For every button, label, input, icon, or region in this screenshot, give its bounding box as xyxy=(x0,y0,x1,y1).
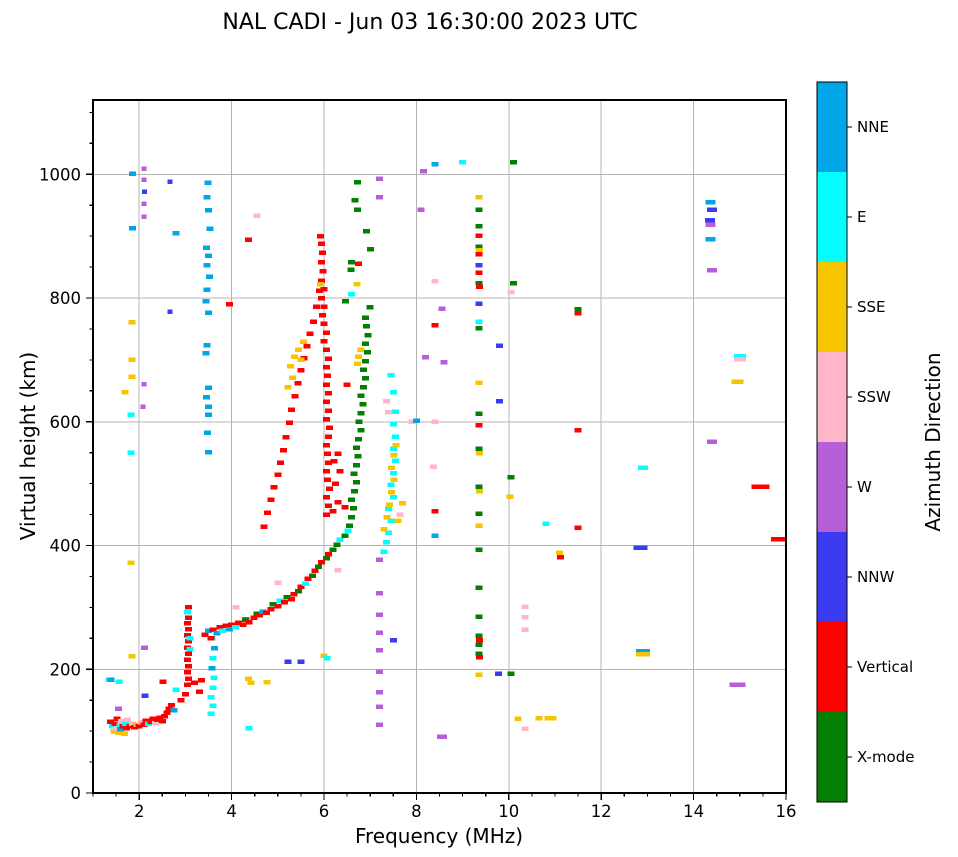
svg-text:2: 2 xyxy=(134,802,145,821)
svg-text:8: 8 xyxy=(411,802,422,821)
colorbar-tick-label: NNE xyxy=(857,118,889,136)
plot-border xyxy=(92,99,787,794)
axis-ticks xyxy=(86,111,787,800)
svg-text:10: 10 xyxy=(498,802,519,821)
svg-text:16: 16 xyxy=(776,802,797,821)
colorbar-tick-label: SSW xyxy=(857,388,891,406)
scatter-points xyxy=(105,160,788,739)
colorbar-tick-label: X-mode xyxy=(857,748,914,766)
svg-text:14: 14 xyxy=(683,802,704,821)
page-title: NAL CADI - Jun 03 16:30:00 2023 UTC xyxy=(222,10,638,35)
svg-text:600: 600 xyxy=(50,413,82,432)
colorbar-tick-label: SSE xyxy=(857,298,886,316)
svg-text:800: 800 xyxy=(50,289,82,308)
tick-labels: 2 4 6 8 10 12 14 16 0 200 400 600 800 1000 xyxy=(39,165,797,821)
gridlines xyxy=(93,100,787,793)
colorbar-tick-label: Vertical xyxy=(857,658,913,676)
svg-text:1000: 1000 xyxy=(39,165,81,184)
colorbar: NNE E SSE SSW W NNW Vertical X-mode xyxy=(816,81,914,803)
colorbar-tick-label: E xyxy=(857,208,866,226)
svg-text:6: 6 xyxy=(319,802,330,821)
svg-text:200: 200 xyxy=(50,660,82,679)
colorbar-tick-label: NNW xyxy=(857,568,894,586)
svg-text:400: 400 xyxy=(50,537,82,556)
svg-text:0: 0 xyxy=(71,784,82,803)
x-axis-label: Frequency (MHz) xyxy=(354,824,524,848)
svg-text:12: 12 xyxy=(591,802,612,821)
svg-text:4: 4 xyxy=(226,802,237,821)
colorbar-tick-label: W xyxy=(857,478,872,496)
